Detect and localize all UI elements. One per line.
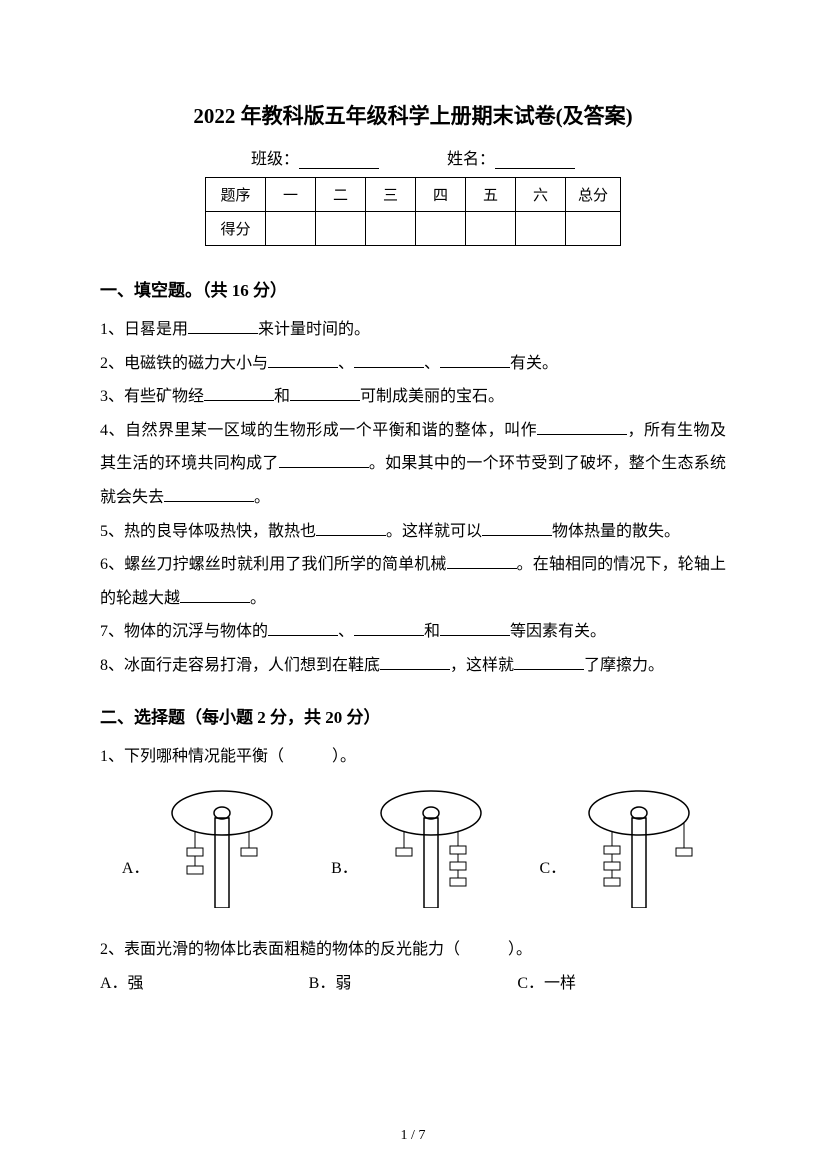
- cell-empty: [516, 212, 566, 246]
- choice-diagrams: A． B． C．: [100, 788, 726, 908]
- choice-label-b: B．: [331, 854, 358, 908]
- name-label: 姓名：: [447, 151, 495, 168]
- choice-a: A．: [122, 788, 288, 908]
- balance-diagram-c: [574, 788, 704, 908]
- class-blank: [299, 151, 379, 169]
- exam-title: 2022 年教科版五年级科学上册期末试卷(及答案): [100, 100, 726, 130]
- table-row: 题序 一 二 三 四 五 六 总分: [206, 178, 621, 212]
- cell-header: 四: [416, 178, 466, 212]
- choice-b: B．: [331, 788, 496, 908]
- cell-empty: [466, 212, 516, 246]
- choice-label-a: A．: [122, 854, 150, 908]
- table-row: 得分: [206, 212, 621, 246]
- cell-empty: [266, 212, 316, 246]
- question-1-7: 7、物体的沉浮与物体的、和等因素有关。: [100, 615, 726, 649]
- cell-header: 题序: [206, 178, 266, 212]
- question-1-1: 1、日晷是用来计量时间的。: [100, 313, 726, 347]
- cell-header: 一: [266, 178, 316, 212]
- question-2-1: 1、下列哪种情况能平衡（ ）。: [100, 740, 726, 774]
- page-number: 1 / 7: [0, 1128, 826, 1144]
- cell-empty: [566, 212, 621, 246]
- cell-header: 六: [516, 178, 566, 212]
- name-blank: [495, 151, 575, 169]
- cell-label: 得分: [206, 212, 266, 246]
- cell-empty: [366, 212, 416, 246]
- question-1-3: 3、有些矿物经和可制成美丽的宝石。: [100, 380, 726, 414]
- question-1-6: 6、螺丝刀拧螺丝时就利用了我们所学的简单机械。在轴相同的情况下，轮轴上的轮越大越…: [100, 548, 726, 615]
- cell-header: 三: [366, 178, 416, 212]
- student-info-row: 班级： 姓名：: [100, 145, 726, 169]
- option-c: C．一样: [517, 967, 726, 1001]
- cell-empty: [316, 212, 366, 246]
- section-1-header: 一、填空题。（共 16 分）: [100, 276, 726, 301]
- balance-diagram-a: [157, 788, 287, 908]
- option-b: B．弱: [309, 967, 518, 1001]
- balance-diagram-b: [366, 788, 496, 908]
- cell-empty: [416, 212, 466, 246]
- question-1-2: 2、电磁铁的磁力大小与、、有关。: [100, 347, 726, 381]
- question-2-2: 2、表面光滑的物体比表面粗糙的物体的反光能力（ ）。: [100, 933, 726, 967]
- cell-header: 二: [316, 178, 366, 212]
- choice-label-c: C．: [539, 854, 566, 908]
- mc-options-2-2: A．强 B．弱 C．一样: [100, 967, 726, 1001]
- cell-header: 总分: [566, 178, 621, 212]
- section-2-header: 二、选择题（每小题 2 分，共 20 分）: [100, 703, 726, 728]
- question-1-4: 4、自然界里某一区域的生物形成一个平衡和谐的整体，叫作，所有生物及其生活的环境共…: [100, 414, 726, 515]
- question-1-5: 5、热的良导体吸热快，散热也。这样就可以物体热量的散失。: [100, 515, 726, 549]
- option-a: A．强: [100, 967, 309, 1001]
- score-table: 题序 一 二 三 四 五 六 总分 得分: [205, 177, 621, 246]
- cell-header: 五: [466, 178, 516, 212]
- class-label: 班级：: [251, 151, 299, 168]
- question-1-8: 8、冰面行走容易打滑，人们想到在鞋底，这样就了摩擦力。: [100, 649, 726, 683]
- choice-c: C．: [539, 788, 704, 908]
